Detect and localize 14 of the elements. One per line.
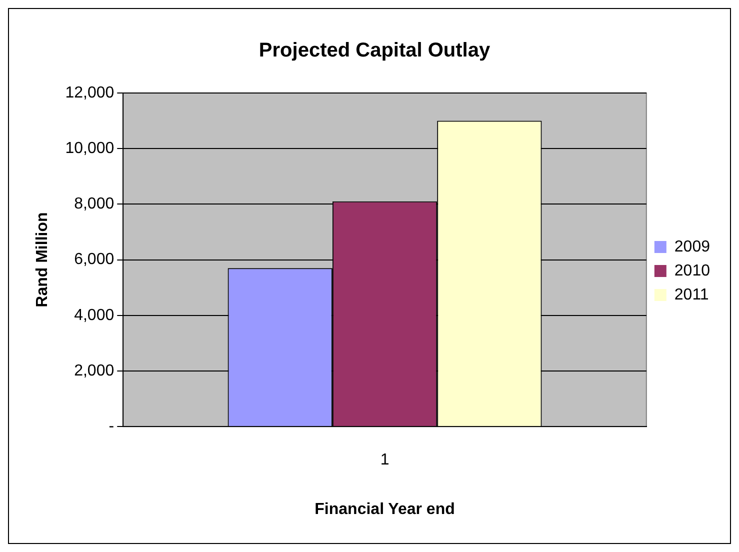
legend-label: 2010 (674, 262, 710, 280)
legend-label: 2009 (674, 238, 710, 256)
x-axis-title: Financial Year end (314, 500, 455, 518)
y-tick-label: 4,000 (74, 306, 114, 324)
y-tick-label: 2,000 (74, 362, 114, 380)
y-tick-label: 8,000 (74, 196, 114, 213)
y-tick-label: 10,000 (65, 140, 114, 158)
chart-title: Projected Capital Outlay (258, 40, 491, 62)
y-tick-label: 6,000 (74, 251, 114, 268)
x-tick-label: 1 (380, 452, 390, 469)
y-tick-label: - (108, 418, 114, 436)
legend-label: 2011 (674, 286, 709, 304)
y-axis-title: Rand Million (34, 212, 52, 308)
y-tick-label: 12,000 (65, 84, 114, 102)
